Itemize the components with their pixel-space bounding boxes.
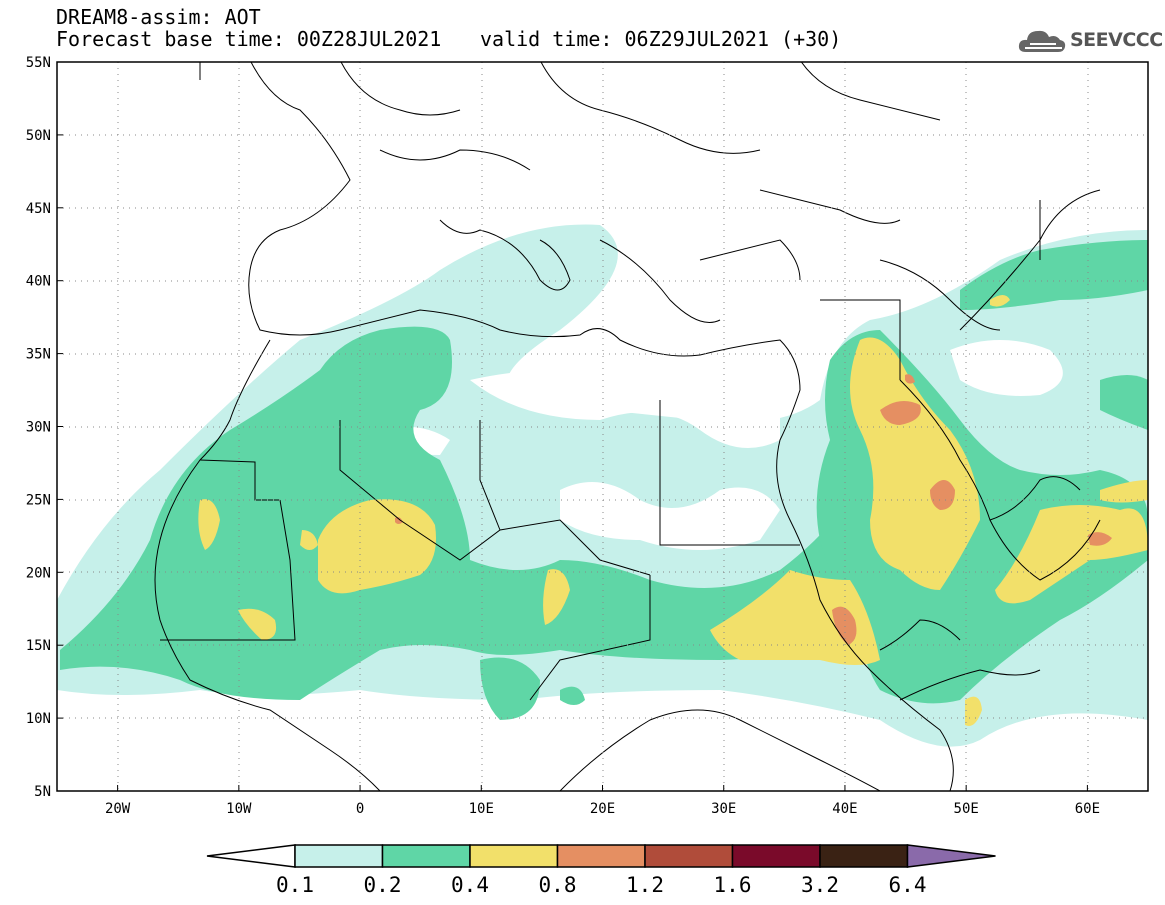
longitude-labels: 20W 10W 0 10E 20E 30E 40E 50E 60E [105,785,1100,817]
lon-label: 30E [711,801,736,817]
lon-label: 60E [1075,801,1100,817]
forecast-base-time: Forecast base time: 00Z28JUL2021 [56,27,442,51]
lat-label: 55N [26,55,51,71]
latitude-labels: 55N 50N 45N 40N 35N 30N 25N 20N 15N 10N 5N [26,55,63,800]
aot-very-high-patches [395,374,1112,645]
seevccc-logo: SEEVCCC [1016,24,1163,58]
colorbar-label: 0.1 [276,873,314,897]
colorbar-segment [469,844,559,868]
lat-label: 5N [34,784,51,800]
valid-time: valid time: 06Z29JUL2021 (+30) [480,27,842,51]
colorbar-below-arrow [206,844,296,868]
lon-label: 10W [226,801,252,817]
lat-label: 35N [26,347,51,363]
aot-medium-west-africa [60,326,850,720]
lat-label: 40N [26,274,51,290]
colorbar-label: 0.8 [539,873,577,897]
map-title: DREAM8-assim: AOT [56,5,261,29]
colorbar-label: 0.4 [451,873,489,897]
lat-label: 10N [26,711,51,727]
colorbar: 0.1 0.2 0.4 0.8 1.2 1.6 3.2 6.4 [206,844,996,897]
lat-label: 50N [26,128,51,144]
colorbar-label: 1.2 [626,873,664,897]
colorbar-segment [294,844,384,868]
lon-label: 0 [356,801,364,817]
logo-text: SEEVCCC [1070,29,1163,51]
lon-label: 40E [832,801,857,817]
colorbar-segment [819,844,909,868]
colorbar-label: 6.4 [889,873,927,897]
cloud-icon [1018,30,1066,52]
lon-label: 20E [590,801,615,817]
colorbar-above-arrow [906,844,996,868]
colorbar-label: 3.2 [801,873,839,897]
lon-label: 20W [105,801,131,817]
lat-label: 30N [26,420,51,436]
borders-coastlines [154,62,1101,791]
colorbar-segment [731,844,821,868]
aot-fields [57,62,1148,791]
lat-label: 45N [26,201,51,217]
colorbar-segment [644,844,734,868]
aot-high-patches [198,295,1148,726]
colorbar-segment [556,844,646,868]
colorbar-segment [381,844,471,868]
lat-label: 15N [26,638,51,654]
lat-label: 25N [26,492,51,508]
lon-label: 10E [469,801,494,817]
lat-label: 20N [26,565,51,581]
lon-label: 50E [954,801,979,817]
colorbar-label: 1.6 [714,873,752,897]
colorbar-label: 0.2 [364,873,402,897]
